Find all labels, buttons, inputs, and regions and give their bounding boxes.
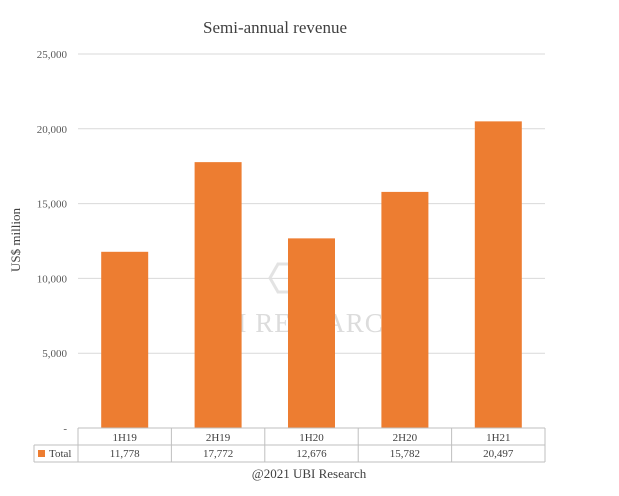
x-tick-label: 1H19 (112, 432, 137, 444)
y-tick-label: 25,000 (37, 49, 68, 61)
y-tick-label: 10,000 (37, 273, 68, 285)
chart-title: Semi-annual revenue (203, 18, 347, 37)
x-tick-label: 2H19 (206, 432, 231, 444)
y-tick-label: 5,000 (42, 348, 67, 360)
bar-1H21 (474, 121, 522, 429)
x-tick-label: 1H21 (486, 432, 510, 444)
x-tick-label: 1H20 (299, 432, 324, 444)
y-axis-ticks: - 5,000 10,000 15,000 20,000 25,000 (37, 49, 68, 435)
footer-credit: @2021 UBI Research (252, 466, 367, 481)
y-axis-label: US$ million (8, 208, 23, 272)
bar-1H20 (288, 238, 335, 428)
data-table-value: 11,778 (110, 448, 140, 460)
bar-1H19 (101, 251, 149, 428)
y-tick-label: 20,000 (37, 124, 68, 136)
y-tick-label: 15,000 (37, 199, 68, 211)
legend-swatch (38, 450, 45, 457)
data-table-value: 17,772 (203, 448, 233, 460)
y-tick-label: - (63, 423, 67, 435)
data-table-value: 15,782 (390, 448, 420, 460)
data-table: Total 1H19 11,778 2H19 17,772 1H20 12,676 2H20… (33, 427, 546, 463)
bar-2H20 (381, 191, 429, 428)
bars (101, 121, 522, 429)
data-table-value: 12,676 (296, 448, 327, 460)
bar-2H19 (194, 162, 242, 429)
data-table-value: 20,497 (483, 448, 514, 460)
legend-label: Total (49, 448, 71, 460)
x-tick-label: 2H20 (393, 432, 418, 444)
